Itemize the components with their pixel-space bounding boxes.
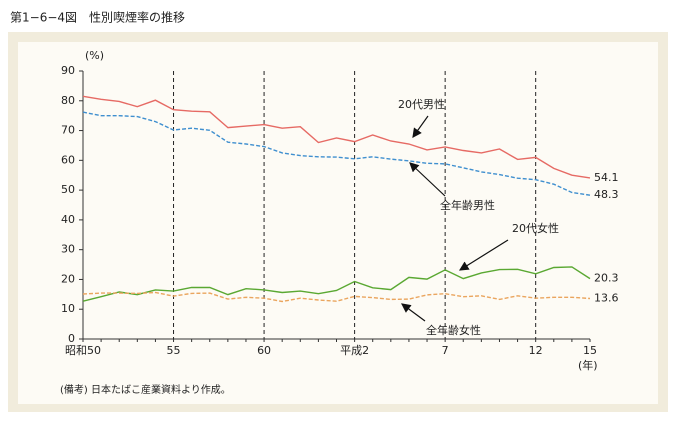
y-tick-label: 10 [61, 302, 75, 315]
y-tick-label: 20 [61, 272, 75, 285]
annotation-arrow [458, 239, 509, 271]
y-tick-label: 40 [61, 213, 75, 226]
x-axis-label: (年) [578, 358, 598, 372]
x-tick-label: 60 [257, 344, 271, 357]
end-value-label: 20.3 [594, 272, 619, 285]
y-axis-label: (%) [85, 49, 104, 62]
y-tick-label: 80 [61, 94, 75, 107]
x-tick-label: 12 [529, 344, 543, 357]
y-tick-label: 0 [68, 332, 75, 345]
y-tick-label: 60 [61, 153, 75, 166]
y-tick-label: 50 [61, 183, 75, 196]
series-line [82, 291, 591, 303]
x-tick-label: 平成2 [340, 344, 369, 357]
series-line [82, 111, 591, 196]
x-tick-label: 7 [442, 344, 449, 357]
page-title: 第1−6−4図 性別喫煙率の推移 [10, 10, 185, 25]
y-tick-label: 90 [61, 64, 75, 77]
end-value-label: 48.3 [594, 188, 619, 201]
series-line [82, 95, 591, 179]
series-line [82, 266, 591, 302]
x-tick-label: 昭和50 [65, 344, 101, 357]
series-annotation: 20代女性 [512, 221, 559, 235]
y-tick-label: 30 [61, 243, 75, 256]
annotation-arrow [409, 162, 446, 197]
series-annotation: 全年齢男性 [440, 198, 495, 212]
end-value-label: 13.6 [594, 292, 619, 305]
x-tick-label: 15 [583, 344, 597, 357]
source-note: (備考) 日本たばこ産業資料より作成。 [60, 383, 231, 396]
y-tick-label: 70 [61, 124, 75, 137]
series-annotation: 全年齢女性 [426, 323, 481, 337]
plot-panel [18, 42, 658, 404]
series-annotation: 20代男性 [398, 97, 445, 111]
annotation-arrow [412, 115, 429, 138]
annotation-arrow [401, 303, 426, 322]
x-tick-label: 55 [167, 344, 181, 357]
end-value-label: 54.1 [594, 171, 619, 184]
